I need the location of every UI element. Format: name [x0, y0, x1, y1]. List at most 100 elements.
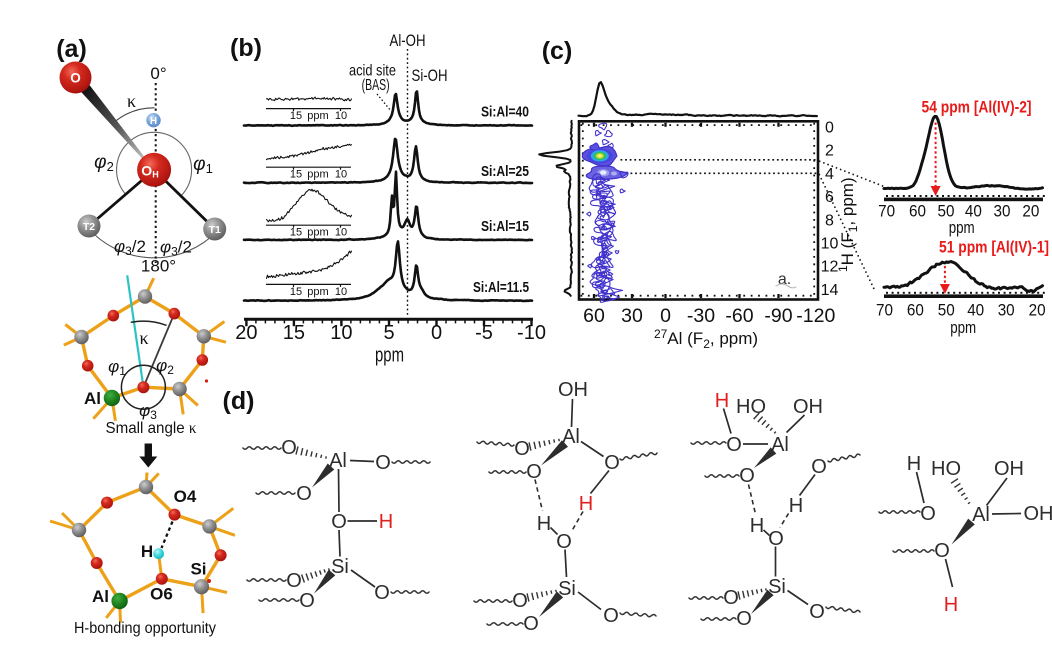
- svg-text:Si:Al=11.5: Si:Al=11.5: [473, 279, 529, 296]
- svg-text:H: H: [579, 493, 593, 515]
- svg-text:ppm: ppm: [375, 345, 404, 367]
- svg-text:40: 40: [967, 301, 984, 320]
- svg-text:51 ppm [Al(IV)-1]: 51 ppm [Al(IV)-1]: [939, 238, 1049, 257]
- svg-text:O: O: [920, 503, 936, 525]
- svg-text:ppm: ppm: [950, 318, 976, 337]
- svg-text:T2: T2: [83, 221, 95, 233]
- svg-text:κ: κ: [127, 91, 136, 111]
- svg-text:O: O: [512, 590, 528, 612]
- svg-text:10: 10: [335, 227, 347, 239]
- svg-text:ppm: ppm: [307, 110, 328, 122]
- svg-text:O: O: [526, 461, 542, 483]
- svg-text:ppm: ppm: [949, 218, 975, 237]
- svg-text:Al: Al: [84, 389, 101, 408]
- svg-text:a.: a.: [778, 271, 791, 288]
- svg-text:-10: -10: [517, 322, 546, 344]
- svg-text:O: O: [299, 590, 315, 612]
- svg-text:15: 15: [283, 322, 305, 344]
- svg-text:30: 30: [998, 301, 1015, 320]
- svg-text:O: O: [281, 437, 297, 459]
- svg-text:30: 30: [621, 305, 643, 327]
- svg-text:0°: 0°: [150, 64, 166, 83]
- svg-text:8: 8: [825, 212, 834, 229]
- svg-text:20: 20: [1029, 301, 1046, 320]
- svg-text:O: O: [523, 613, 539, 635]
- svg-text:Si:Al=25: Si:Al=25: [481, 163, 529, 180]
- svg-text:Al: Al: [92, 587, 109, 606]
- svg-text:T1: T1: [209, 224, 221, 236]
- svg-text:5: 5: [383, 322, 394, 344]
- svg-text:15: 15: [290, 110, 302, 122]
- svg-text:O: O: [374, 582, 390, 604]
- svg-text:H: H: [379, 511, 393, 533]
- svg-text:60: 60: [909, 202, 926, 221]
- svg-text:O: O: [934, 540, 950, 562]
- svg-text:OH: OH: [558, 379, 588, 401]
- svg-text:HO: HO: [931, 458, 961, 480]
- svg-text:15: 15: [290, 227, 302, 239]
- svg-text:20: 20: [1022, 202, 1039, 221]
- svg-text:OH: OH: [793, 396, 823, 418]
- svg-text:Si: Si: [190, 560, 206, 579]
- svg-text:O4: O4: [174, 487, 197, 506]
- svg-text:10: 10: [821, 236, 839, 253]
- svg-text:15: 15: [290, 169, 302, 181]
- svg-text:(b): (b): [230, 34, 262, 62]
- svg-text:ppm: ppm: [307, 227, 328, 239]
- svg-text:10: 10: [330, 322, 352, 344]
- svg-text:2: 2: [825, 143, 834, 160]
- svg-text:O: O: [603, 605, 619, 627]
- svg-text:O: O: [811, 456, 827, 478]
- svg-text:O: O: [556, 531, 572, 553]
- svg-text:O: O: [736, 608, 752, 630]
- svg-text:H: H: [750, 515, 764, 537]
- svg-text:0: 0: [431, 322, 442, 344]
- svg-text:4: 4: [825, 166, 834, 183]
- svg-text:10: 10: [335, 110, 347, 122]
- svg-text:κ: κ: [139, 328, 148, 348]
- svg-text:Si:Al=40: Si:Al=40: [481, 104, 529, 121]
- svg-text:20: 20: [235, 322, 257, 344]
- svg-text:O: O: [375, 452, 391, 474]
- svg-text:70: 70: [878, 202, 895, 221]
- svg-text:HO: HO: [736, 396, 766, 418]
- svg-text:O: O: [296, 483, 312, 505]
- svg-text:O: O: [286, 570, 302, 592]
- svg-text:10: 10: [335, 286, 347, 298]
- svg-text:60: 60: [907, 301, 924, 320]
- svg-text:H-bonding opportunity: H-bonding opportunity: [74, 620, 216, 637]
- svg-text:0: 0: [660, 305, 671, 327]
- svg-text:Small angle κ: Small angle κ: [106, 420, 197, 437]
- svg-text:O: O: [604, 452, 620, 474]
- svg-text:50: 50: [938, 301, 955, 320]
- svg-text:(a): (a): [56, 35, 87, 63]
- svg-text:O: O: [70, 71, 81, 86]
- svg-text:15: 15: [290, 286, 302, 298]
- svg-text:(BAS): (BAS): [362, 77, 390, 94]
- svg-text:Al: Al: [972, 504, 990, 526]
- svg-text:-120: -120: [796, 305, 835, 327]
- svg-text:60: 60: [583, 305, 605, 327]
- svg-text:-30: -30: [687, 305, 715, 327]
- svg-text:180°: 180°: [141, 257, 176, 276]
- svg-text:O: O: [726, 434, 742, 456]
- svg-text:Si-OH: Si-OH: [412, 66, 448, 85]
- svg-text:OH: OH: [994, 458, 1024, 480]
- svg-text:H: H: [944, 594, 958, 616]
- svg-text:30: 30: [994, 202, 1011, 221]
- svg-text:H: H: [141, 542, 153, 561]
- svg-text:O6: O6: [150, 585, 173, 604]
- svg-text:0: 0: [825, 120, 834, 137]
- svg-text:(c): (c): [542, 37, 573, 65]
- svg-text:O: O: [331, 511, 347, 533]
- svg-text:OH: OH: [1024, 503, 1052, 525]
- svg-text:O: O: [739, 465, 755, 487]
- svg-text:O: O: [723, 587, 739, 609]
- svg-text:O: O: [809, 601, 825, 623]
- svg-text:H: H: [789, 495, 803, 517]
- svg-text:14: 14: [821, 282, 839, 299]
- svg-text:ppm: ppm: [307, 286, 328, 298]
- svg-text:1H (F1, ppm): 1H (F1, ppm): [836, 177, 860, 272]
- svg-text:O: O: [514, 438, 530, 460]
- svg-text:H: H: [907, 453, 921, 475]
